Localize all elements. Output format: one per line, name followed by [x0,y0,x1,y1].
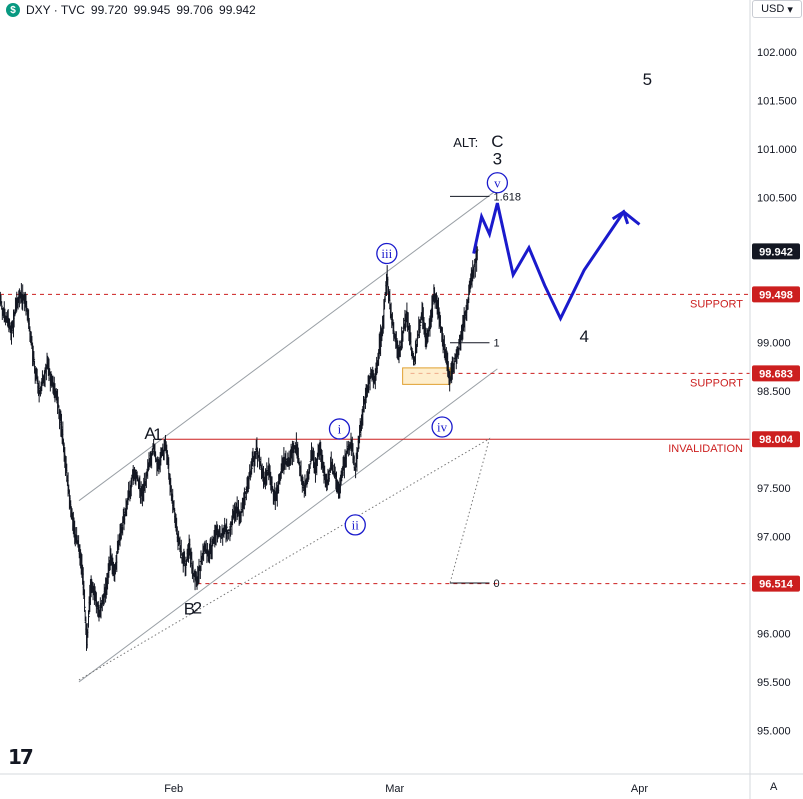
wave-label-A: A [144,424,156,443]
candle [308,463,312,469]
channel-lower-line [78,368,498,683]
x-tick-label: Apr [631,783,648,795]
fib-level-label-0: 1.618 [493,191,521,203]
wave-label-3: 3 [493,150,502,169]
channel-lines [78,189,498,683]
wave-label-ii: ii [352,517,360,532]
level-price-tag-1: 98.683 [759,368,793,380]
candle [87,610,90,628]
y-tick-label: 100.500 [757,192,797,204]
candle [328,469,331,482]
projection-arrow-icon [611,209,630,225]
channel-upper-line [78,189,498,502]
candles [0,241,479,651]
candle [202,545,205,562]
ohlc-high: 99.945 [133,3,171,17]
candle [448,371,451,392]
level-price-tag-3-bg [752,575,800,592]
auto-scale-button[interactable]: A [770,781,778,793]
wave-projection [472,202,641,322]
wave-label-ALT:: ALT: [453,135,478,150]
tradingview-logo[interactable]: 17 [8,745,34,769]
level-price-tag-2: 98.004 [759,434,794,446]
y-tick-label: 98.500 [757,386,791,398]
symbol-name[interactable]: DXY · TVC [26,3,85,17]
fib-trend-line [78,437,491,681]
wave-label-i: i [338,421,342,436]
projection-path [472,202,641,322]
support-zone [402,367,451,385]
candle [418,320,422,334]
fib-level-label-1: 1 [493,338,499,350]
wave-circle [376,242,398,265]
support-zone-box [402,367,451,385]
current-price-tag: 99.942 [759,246,793,258]
candle [250,458,253,475]
wave-label-iv: iv [437,420,448,435]
level-price-tag-0-bg [752,286,800,303]
dollar-icon: $ [6,3,20,17]
candle [0,301,3,309]
ohlc-low: 99.706 [176,3,214,17]
level-text-1: SUPPORT [690,377,743,389]
candle [225,518,228,540]
level-price-tag-1-bg [752,365,800,382]
wave-label-2: 2 [193,598,202,617]
y-tick-label: 97.500 [757,483,791,495]
currency-button[interactable]: USD ▾ [752,0,802,18]
currency-label: USD [761,3,785,15]
wave-label-v: v [494,175,501,190]
chevron-down-icon: ▾ [787,3,793,16]
x-tick-label: Mar [385,783,404,795]
candle [83,589,86,612]
y-tick-label: 101.000 [757,144,797,156]
wave-label-B: B [184,599,195,618]
y-tick-label: 95.000 [757,725,791,737]
ohlc-close: 99.942 [219,3,256,17]
candle [10,321,13,345]
wave-circle [344,514,366,536]
candle [134,469,138,486]
y-tick-label: 99.000 [757,338,791,350]
candle [412,357,416,366]
candle [32,351,36,363]
horizontal-levels: SUPPORT SUPPORT INVALIDATION [0,293,750,585]
y-tick-label: 102.000 [757,47,797,59]
level-price-tag-2-bg [752,431,800,448]
y-tick-label: 97.000 [757,532,791,544]
current-price-tag-bg [752,243,800,260]
level-price-tag-3: 96.514 [759,579,794,591]
candle [237,499,240,515]
fib-level-label-2: 0 [493,578,499,590]
level-text-0: SUPPORT [690,298,743,310]
level-price-tag-0: 99.498 [759,289,793,301]
y-tick-label: 95.500 [757,677,791,689]
level-text-2: INVALIDATION [668,443,743,455]
fibonacci-tool: 1.618 1 0 [78,191,521,681]
x-tick-label: Feb [164,783,183,795]
wave-label-4: 4 [579,327,588,346]
wave-label-1: 1 [153,425,162,444]
candle [61,421,65,446]
wave-circle [328,418,351,440]
y-tick-label: 96.000 [757,628,791,640]
wave-circle [486,172,509,194]
wave-label-iii: iii [381,246,392,261]
chart-header: $ DXY · TVC 99.720 99.945 99.706 99.942 [6,2,256,18]
wave-label-C: C [491,132,503,151]
candle [476,246,479,261]
y-tick-label: 101.500 [757,95,797,107]
ohlc-open: 99.720 [90,3,128,17]
wave-circle [431,416,453,438]
wave-label-5: 5 [643,70,652,89]
